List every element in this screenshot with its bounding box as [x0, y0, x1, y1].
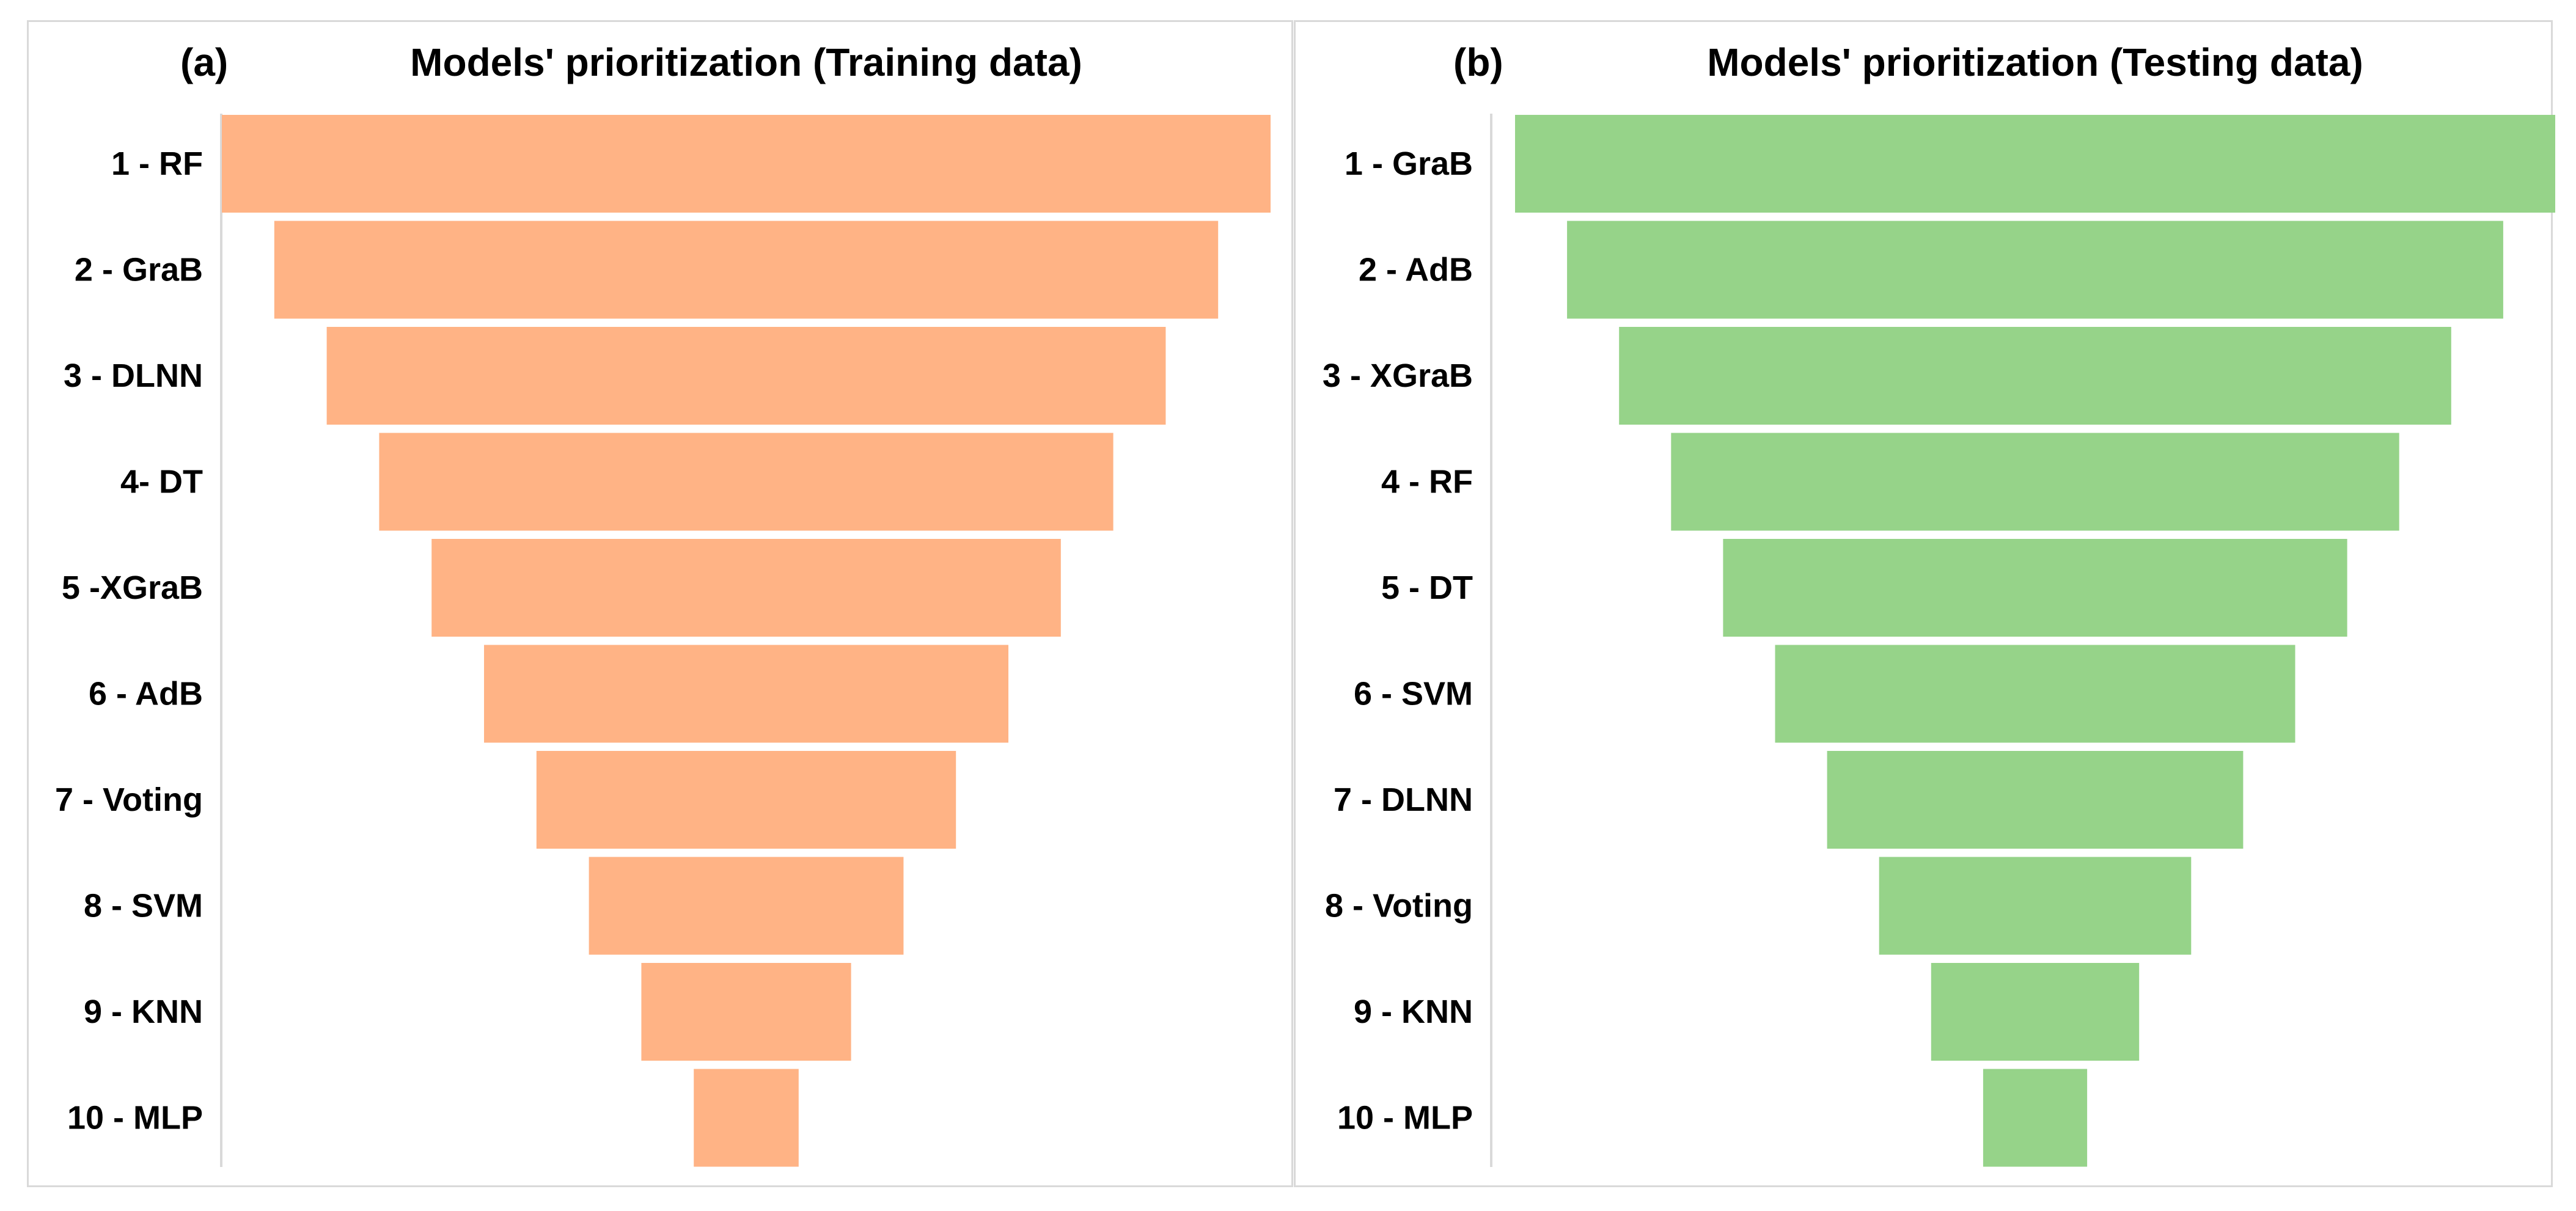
category-label-train-9: 9 - KNN [84, 993, 203, 1030]
funnel-bar-test-6 [1775, 645, 2295, 743]
funnel-bar-train-9 [641, 963, 851, 1061]
funnel-bar-train-8 [589, 857, 904, 955]
funnel-bar-train-2 [274, 221, 1219, 319]
category-label-test-3: 3 - XGraB [1323, 357, 1473, 394]
category-label-train-7: 7 - Voting [55, 781, 203, 818]
funnel-bar-test-7 [1827, 751, 2244, 849]
funnel-bar-train-1 [222, 115, 1271, 213]
chart-title-testing: Models' prioritization (Testing data) [1707, 40, 2363, 84]
category-label-train-6: 6 - AdB [89, 676, 203, 712]
panel-a: (a) Models' prioritization (Training dat… [27, 20, 1293, 1187]
funnel-bar-train-6 [484, 645, 1008, 743]
funnel-bar-test-2 [1567, 221, 2503, 319]
category-label-train-4: 4- DT [120, 464, 203, 500]
category-label-test-2: 2 - AdB [1359, 252, 1473, 288]
category-label-train-5: 5 -XGraB [62, 569, 203, 606]
category-label-test-1: 1 - GraB [1345, 145, 1473, 182]
funnel-bar-train-5 [431, 539, 1061, 637]
panel-b: (b) Models' prioritization (Testing data… [1294, 20, 2555, 1187]
funnel-bar-test-8 [1879, 857, 2192, 955]
category-label-train-10: 10 - MLP [67, 1100, 203, 1136]
category-label-train-2: 2 - GraB [75, 252, 203, 288]
panel-letter-b: (b) [1453, 40, 1503, 84]
funnel-bar-test-4 [1671, 433, 2399, 531]
category-label-test-5: 5 - DT [1381, 569, 1473, 606]
funnel-chart-testing: (b) Models' prioritization (Testing data… [1323, 40, 2555, 1167]
funnel-bar-test-10 [1983, 1069, 2088, 1167]
funnel-bar-train-4 [379, 433, 1114, 531]
category-label-test-10: 10 - MLP [1337, 1100, 1473, 1136]
category-label-test-8: 8 - Voting [1325, 888, 1473, 924]
chart-title-training: Models' prioritization (Training data) [410, 40, 1082, 84]
funnel-bar-train-7 [536, 751, 956, 849]
funnel-bar-test-9 [1931, 963, 2140, 1061]
category-label-test-4: 4 - RF [1381, 464, 1473, 500]
category-label-train-3: 3 - DLNN [64, 357, 203, 394]
funnel-bar-train-3 [326, 327, 1166, 425]
category-label-test-6: 6 - SVM [1354, 676, 1473, 712]
panel-letter-a: (a) [180, 40, 228, 84]
category-label-train-1: 1 - RF [111, 145, 203, 182]
funnel-bar-test-1 [1515, 115, 2555, 213]
category-label-train-8: 8 - SVM [84, 888, 203, 924]
funnel-chart-training: (a) Models' prioritization (Training dat… [55, 40, 1271, 1167]
category-label-test-7: 7 - DLNN [1334, 781, 1473, 818]
funnel-bar-train-10 [694, 1069, 799, 1167]
funnel-bar-test-5 [1723, 539, 2347, 637]
funnel-bar-test-3 [1619, 327, 2451, 425]
category-label-test-9: 9 - KNN [1354, 993, 1473, 1030]
